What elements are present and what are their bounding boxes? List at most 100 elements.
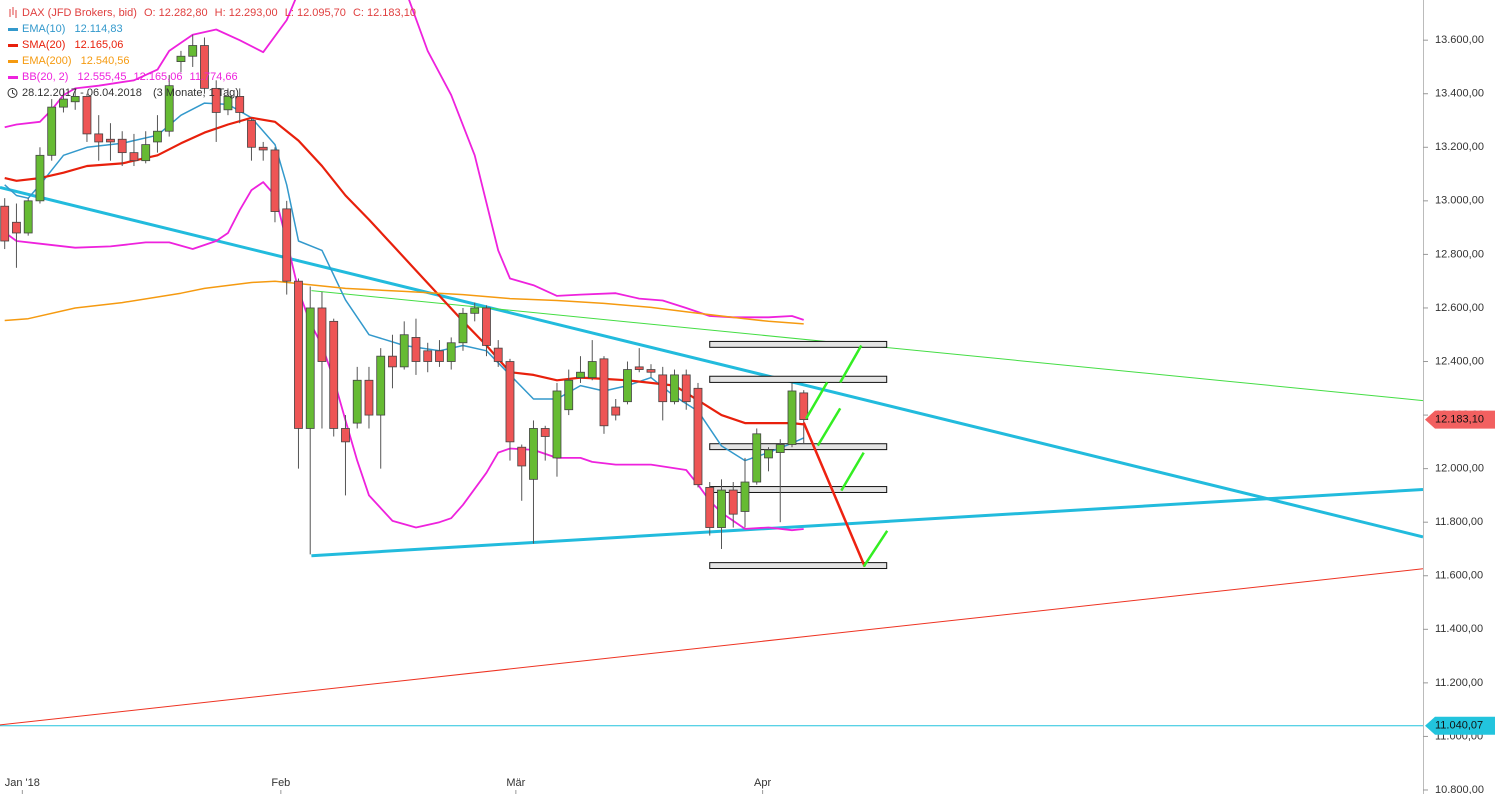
date-range-text: 28.12.2017 - 06.04.2018	[22, 87, 142, 99]
candle-body	[258, 146, 268, 151]
y-axis: 10.800,0011.000,0011.200,0011.400,0011.6…	[1423, 34, 1495, 794]
y-tick-label: 12.400,00	[1435, 355, 1484, 367]
price-tag	[1425, 716, 1495, 735]
y-tick-label: 13.600,00	[1435, 34, 1484, 46]
y-tick-label: 13.200,00	[1435, 141, 1484, 153]
candle-body	[211, 87, 221, 113]
price-tag-label: 12.183,10	[1435, 414, 1484, 426]
candle-body	[47, 106, 57, 156]
indicator-line	[4, 280, 804, 325]
candle-body	[223, 96, 233, 111]
interval-text: (3 Monate, 1 Tag)	[153, 87, 239, 99]
clock-icon	[7, 88, 18, 98]
candle-body	[799, 392, 809, 421]
legend-swatch	[8, 44, 18, 47]
candle-body	[399, 334, 409, 368]
projection-line	[802, 422, 866, 568]
candle-body	[129, 152, 139, 162]
trendline	[0, 568, 1423, 726]
ohlc-label: H: 12.293,00	[215, 7, 278, 19]
projection-line	[816, 407, 842, 447]
candle-body	[493, 347, 503, 362]
price-zone	[709, 443, 888, 451]
legend-entry: BB(20, 2) 12.555,45 12.165,06 11.774,66	[22, 71, 238, 83]
ohlc-label: O: 12.282,80	[144, 7, 208, 19]
y-tick-label: 12.600,00	[1435, 302, 1484, 314]
x-tick-label: Apr	[754, 777, 771, 789]
candle-body	[705, 486, 715, 528]
candle-body	[0, 205, 10, 242]
candle-body	[70, 96, 80, 103]
legend-entry: SMA(20) 12.165,06	[22, 39, 123, 51]
legend-name: EMA(10)	[22, 23, 65, 35]
candle-body	[681, 374, 691, 403]
legend-value: 12.555,45	[78, 71, 127, 83]
legend-value: 12.165,06	[74, 39, 123, 51]
x-tick-label: Jan '18	[5, 777, 40, 789]
candle-body	[599, 358, 609, 427]
candle-body	[270, 149, 280, 212]
candle-body	[505, 361, 515, 443]
legend-value: 12.165,06	[134, 71, 183, 83]
x-tick-label: Feb	[271, 777, 290, 789]
candle-body	[634, 366, 644, 370]
candle-body	[670, 374, 679, 403]
candle-body	[693, 387, 703, 486]
y-tick-label: 12.800,00	[1435, 248, 1484, 260]
candle-body	[200, 45, 209, 89]
trendline	[311, 488, 1423, 558]
candle-body	[364, 379, 374, 416]
candle-body	[717, 489, 726, 528]
price-tag-label: 11.040,07	[1435, 720, 1483, 732]
candle-body	[740, 481, 750, 512]
candle-body	[164, 85, 174, 132]
candle-body	[587, 361, 597, 378]
candle-body	[764, 449, 773, 459]
candle-body	[552, 390, 562, 459]
legend-name: EMA(200)	[22, 55, 72, 67]
candle-body	[352, 379, 362, 424]
candle-body	[247, 120, 256, 148]
legend-value: 11.774,66	[190, 71, 238, 83]
instrument-name: DAX (JFD Brokers, bid)	[22, 7, 137, 19]
chart-icon	[9, 7, 17, 18]
x-tick-label: Mär	[506, 777, 525, 789]
projection-line	[805, 381, 829, 420]
projection-line	[840, 451, 865, 492]
candle-body	[517, 446, 527, 467]
candle-body	[470, 307, 480, 314]
candle-body	[623, 369, 632, 403]
candle-body	[576, 371, 585, 378]
legend: DAX (JFD Brokers, bid) O: 12.282,80 H: 1…	[7, 7, 416, 99]
candle-body	[611, 406, 621, 416]
candle-body	[23, 200, 33, 234]
candle-body	[529, 428, 538, 480]
candle-body	[305, 307, 315, 429]
candle-body	[658, 374, 668, 403]
legend-entry: EMA(200) 12.540,56	[22, 55, 130, 67]
candle-body	[458, 312, 468, 344]
y-tick-label: 11.200,00	[1435, 677, 1483, 689]
y-tick-label: 11.800,00	[1435, 516, 1483, 528]
candle-body	[12, 221, 21, 234]
candle-body	[282, 208, 292, 282]
indicator-line	[4, 102, 805, 462]
candle-body	[411, 337, 421, 362]
price-zone	[709, 340, 888, 348]
candle-body	[435, 350, 444, 362]
projection-line	[839, 344, 863, 384]
candle-body	[294, 280, 303, 429]
legend-swatch	[8, 76, 18, 79]
candle-body	[388, 355, 397, 368]
candle-body	[446, 342, 456, 362]
legend-entry: EMA(10) 12.114,83	[22, 23, 123, 35]
candle-body	[775, 444, 785, 453]
candle-body	[341, 428, 350, 443]
price-zone	[709, 375, 888, 383]
candle-body	[540, 428, 550, 437]
candle-body	[106, 138, 115, 143]
y-tick-label: 11.400,00	[1435, 623, 1483, 635]
candle-body	[564, 379, 574, 411]
legend-swatch	[8, 60, 18, 63]
